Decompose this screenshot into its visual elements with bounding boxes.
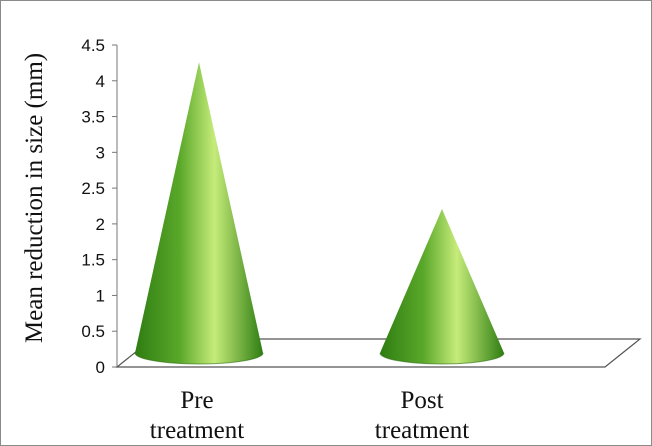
axis-layer: 0 0.5 1 1.5 2 2.5 3 3.5 4 4.5 — [81, 36, 118, 377]
y-tick-label: 0 — [96, 358, 105, 377]
y-tick-label: 1 — [96, 286, 105, 305]
cone-base-edge — [134, 352, 264, 365]
cone-body — [380, 209, 504, 364]
y-tick-label: 1.5 — [81, 251, 105, 270]
y-tick-label: 4.5 — [81, 36, 105, 55]
cone-bar — [134, 62, 264, 365]
y-tick-label: 2.5 — [81, 179, 105, 198]
x-category-label: Pre treatment — [150, 387, 244, 444]
y-axis-title: Mean reduction in size (mm) — [21, 53, 48, 343]
y-tick-label: 3.5 — [81, 108, 105, 127]
y-tick-label: 2 — [96, 215, 105, 234]
y-tick-label: 3 — [96, 143, 105, 162]
cone-base-edge — [379, 352, 505, 365]
cone-marks — [134, 62, 505, 365]
x-category-label: Post treatment — [375, 387, 469, 444]
y-tick-label: 0.5 — [81, 322, 105, 341]
cone-bar — [379, 209, 505, 365]
cone-body — [135, 62, 263, 365]
y-tick-label: 4 — [96, 72, 105, 91]
category-labels: Pre treatment Post treatment — [150, 387, 469, 444]
